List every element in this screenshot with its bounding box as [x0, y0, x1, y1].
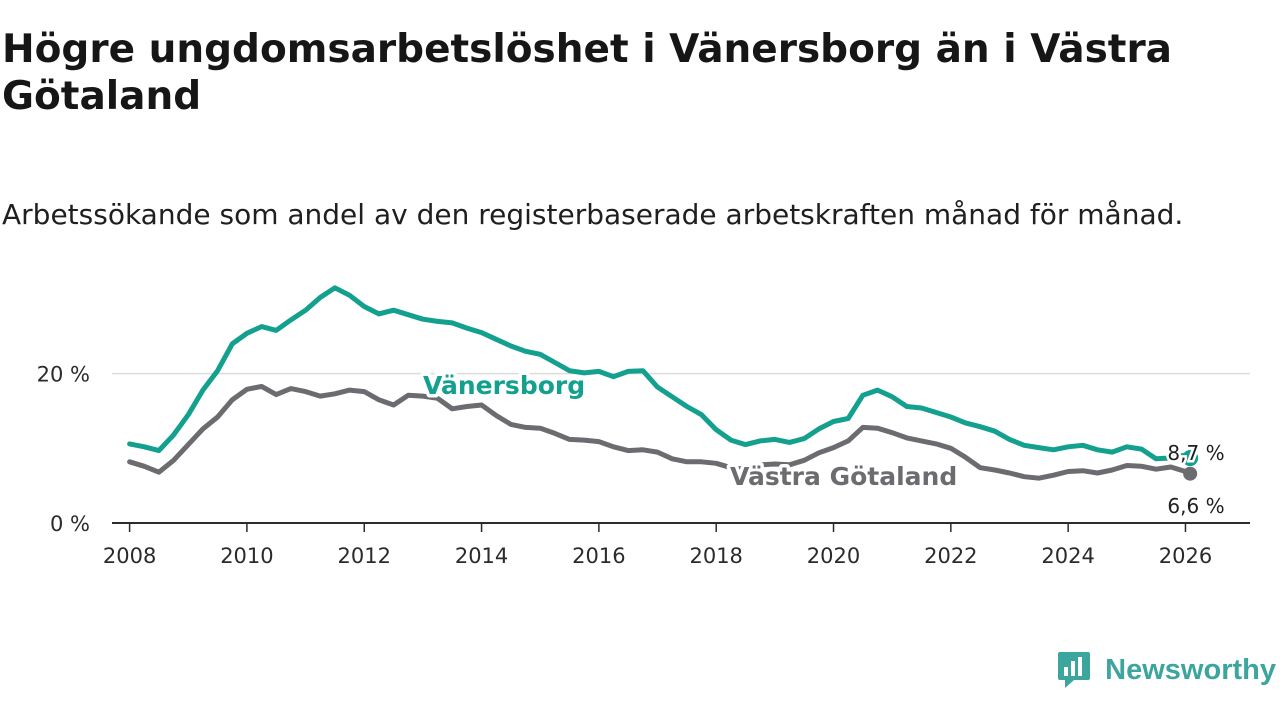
end-point-vanersborg [1182, 450, 1199, 467]
x-tick-label: 2010 [220, 544, 273, 568]
series-line-vastra-gotaland [127, 383, 1193, 481]
y-tick-label: 20 % [37, 363, 90, 387]
y-tick-label: 0 % [50, 512, 90, 536]
axis-layer: 0 % 20 % 2008 2010 2012 2014 2016 2018 2020 2022 2… [37, 363, 1250, 568]
x-tick-label: 2016 [572, 544, 625, 568]
end-label-vastra-gotaland: 6,6 % [1167, 494, 1224, 518]
x-tick-label: 2026 [1159, 544, 1212, 568]
x-tick-label: 2014 [455, 544, 508, 568]
x-tick-label: 2018 [689, 544, 742, 568]
line-layer [127, 285, 1199, 481]
series-line-vanersborg [127, 285, 1193, 462]
x-tick-label: 2022 [924, 544, 977, 568]
x-tick-label: 2024 [1041, 544, 1094, 568]
series-label-vastra-gotaland: Västra Götaland [730, 462, 957, 491]
series-label-vanersborg: Vänersborg [423, 371, 585, 400]
x-tick-label: 2020 [807, 544, 860, 568]
end-label-vanersborg: 8,7 % [1167, 441, 1224, 465]
newsworthy-logo-icon [1058, 652, 1091, 688]
x-tick-label: 2012 [338, 544, 391, 568]
label-layer: Vänersborg Västra Götaland 8,7 % 6,6 % [420, 368, 1228, 521]
brand-logo: Newsworthy [1057, 650, 1276, 690]
chart-title: Högre ungdomsarbetslöshet i Vänersborg ä… [2, 27, 1172, 119]
end-point-vastra-gotaland [1183, 466, 1198, 481]
chart-subtitle: Arbetssökande som andel av den registerb… [2, 198, 1184, 231]
x-tick-label: 2008 [103, 544, 156, 568]
brand-name: Newsworthy [1105, 653, 1276, 686]
